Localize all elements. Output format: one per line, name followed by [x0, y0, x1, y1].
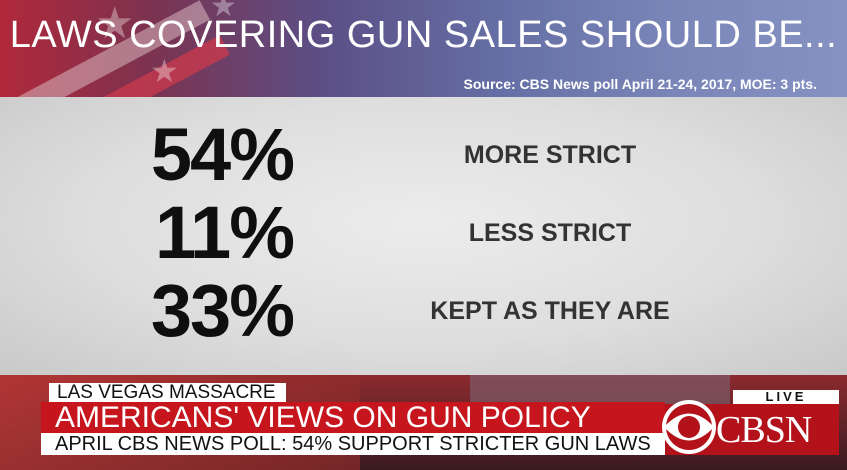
page-title: LAWS COVERING GUN SALES SHOULD BE... — [9, 14, 838, 56]
result-label: MORE STRICT — [463, 141, 637, 169]
live-badge: LIVE — [733, 390, 839, 404]
star-icon: ★ — [210, 0, 237, 24]
kicker-label: LAS VEGAS MASSACRE — [49, 383, 286, 403]
header-banner: ★ ★ ★ LAWS COVERING GUN SALES SHOULD BE.… — [0, 0, 847, 97]
result-label: KEPT AS THEY ARE — [430, 297, 670, 325]
results-panel: 54% MORE STRICT 11% LESS STRICT 33% KEPT… — [0, 97, 847, 375]
result-row: 33% KEPT AS THEY ARE — [0, 271, 847, 351]
star-icon: ★ — [95, 0, 135, 49]
result-percent: 11% — [154, 191, 295, 274]
cbs-eye-icon — [662, 400, 716, 454]
ticker-bar: APRIL CBS NEWS POLL: 54% SUPPORT STRICTE… — [41, 433, 665, 455]
result-percent: 33% — [150, 269, 295, 352]
headline-bar: AMERICANS' VIEWS ON GUN POLICY — [41, 402, 665, 433]
result-row: 54% MORE STRICT — [0, 115, 847, 195]
result-row: 11% LESS STRICT — [0, 193, 847, 273]
result-label: LESS STRICT — [468, 219, 632, 247]
result-percent: 54% — [150, 113, 295, 196]
network-logo-text: CBSN — [716, 409, 812, 451]
source-caption: Source: CBS News poll April 21-24, 2017,… — [463, 76, 817, 92]
star-icon: ★ — [150, 52, 179, 90]
